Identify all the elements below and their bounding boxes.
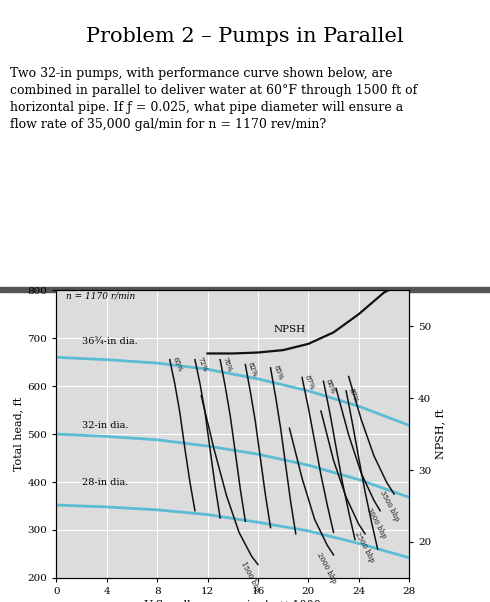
Text: 36¾-in dia.: 36¾-in dia. xyxy=(81,338,137,347)
Text: 3500 bhp: 3500 bhp xyxy=(378,489,401,522)
Text: combined in parallel to deliver water at 60°F through 1500 ft of: combined in parallel to deliver water at… xyxy=(10,84,417,97)
Bar xyxy=(0,287,490,292)
Text: 85%: 85% xyxy=(271,364,284,382)
Text: 2000 bhp: 2000 bhp xyxy=(315,551,338,585)
Text: 87%: 87% xyxy=(303,373,316,391)
Y-axis label: NPSH, ft: NPSH, ft xyxy=(436,409,445,459)
Text: 2500 bhp: 2500 bhp xyxy=(353,530,376,563)
Text: 87%: 87% xyxy=(347,387,360,405)
Text: n = 1170 r/min: n = 1170 r/min xyxy=(67,291,136,300)
Text: 82%: 82% xyxy=(246,361,259,378)
Text: 65%: 65% xyxy=(171,356,184,373)
Text: horizontal pipe. If ƒ = 0.025, what pipe diameter will ensure a: horizontal pipe. If ƒ = 0.025, what pipe… xyxy=(10,101,403,114)
Y-axis label: Total head, ft: Total head, ft xyxy=(13,397,24,471)
Text: Two 32-in pumps, with performance curve shown below, are: Two 32-in pumps, with performance curve … xyxy=(10,67,392,80)
Text: flow rate of 35,000 gal/min for n = 1170 rev/min?: flow rate of 35,000 gal/min for n = 1170… xyxy=(10,118,326,131)
Text: 88%: 88% xyxy=(324,377,337,395)
Text: 3000 bhp: 3000 bhp xyxy=(366,506,388,539)
X-axis label: U.S. gallons per minute × 1000: U.S. gallons per minute × 1000 xyxy=(145,600,321,602)
Text: 28-in dia.: 28-in dia. xyxy=(81,479,128,488)
Text: 72%: 72% xyxy=(196,356,209,373)
Text: NPSH: NPSH xyxy=(273,325,305,334)
Text: 32-in dia.: 32-in dia. xyxy=(81,421,128,430)
Text: 1500 bhp: 1500 bhp xyxy=(239,560,262,594)
Text: Problem 2 – Pumps in Parallel: Problem 2 – Pumps in Parallel xyxy=(86,27,404,46)
Text: 78%: 78% xyxy=(221,356,234,373)
